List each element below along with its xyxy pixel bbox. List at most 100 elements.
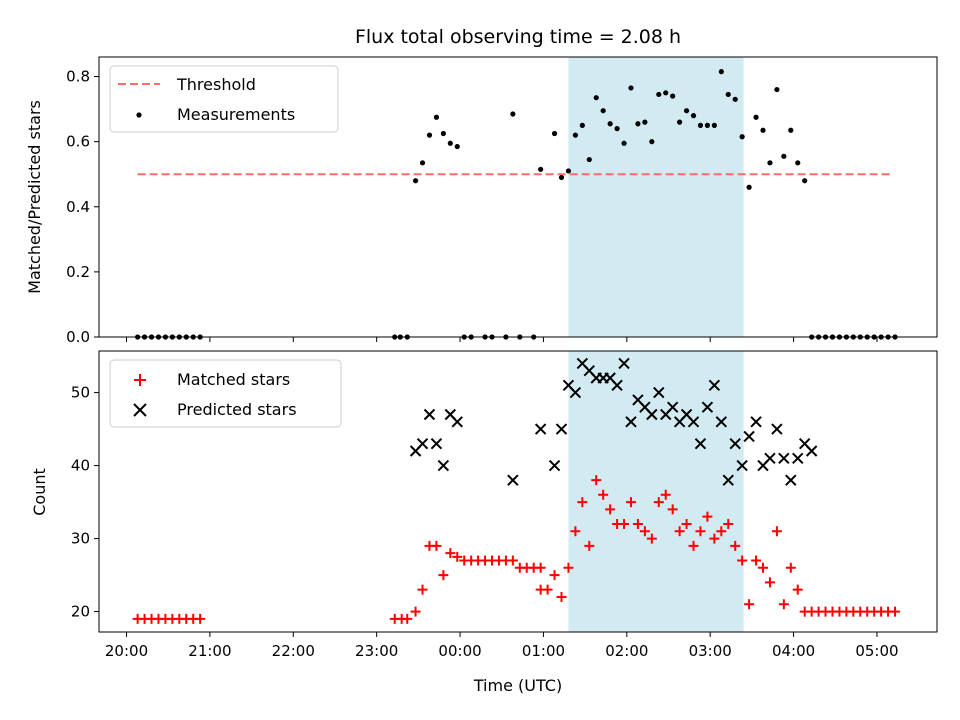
matched-star-point	[702, 511, 713, 522]
predicted-star-point	[507, 474, 519, 486]
measurement-point	[670, 93, 676, 99]
measurement-point	[538, 166, 544, 172]
predicted-star-point	[792, 452, 804, 464]
measurement-point	[663, 90, 669, 96]
matched-star-point	[445, 548, 456, 559]
predicted-star-point	[618, 357, 630, 370]
top-y-axis-label: Matched/Predicted stars	[25, 100, 44, 294]
highlight-span	[568, 351, 744, 632]
measurement-point	[579, 122, 585, 128]
x-tick-label: 00:00	[438, 642, 481, 660]
y-tick-label: 0.0	[66, 328, 90, 346]
matched-star-point	[890, 606, 901, 617]
predicted-star-point	[646, 408, 658, 421]
measurement-point	[600, 108, 606, 114]
matched-star-point	[632, 518, 643, 529]
measurement-point	[690, 113, 697, 119]
measurement-point	[440, 130, 446, 137]
predicted-star-point	[743, 430, 755, 443]
predicted-star-point	[423, 408, 436, 421]
matched-star-point	[778, 599, 789, 610]
measurement-point	[732, 96, 738, 102]
star-count-panel: 20 30 40 50 20:00 21:00 22:00 23:00 00:00 01:00 0…	[30, 350, 938, 695]
y-tick-label: 30	[71, 530, 90, 548]
y-tick-label: 40	[71, 457, 90, 475]
measurement-point	[628, 85, 634, 91]
matched-star-point	[584, 540, 595, 551]
star-count-points	[132, 357, 901, 624]
predicted-star-point	[611, 379, 623, 392]
top-legend-box	[109, 65, 339, 133]
bottom-legend: Matched stars Predicted stars	[109, 359, 342, 428]
matched-star-point	[716, 526, 727, 537]
predicted-star-point	[708, 379, 721, 392]
predicted-star-point	[625, 416, 637, 428]
matched-star-point	[639, 526, 650, 537]
matched-star-point	[792, 584, 803, 595]
measurement-point	[760, 127, 766, 133]
measurement-point	[433, 114, 440, 120]
measurement-point	[753, 114, 759, 120]
matched-star-point	[549, 570, 560, 581]
predicted-star-point	[729, 437, 741, 450]
predicted-star-point	[666, 401, 679, 413]
matched-star-point	[195, 613, 206, 624]
top-y-axis: 0.0 0.2 0.4 0.6 0.8	[66, 68, 99, 346]
measurement-point	[558, 174, 565, 181]
measurement-points	[135, 69, 898, 340]
matched-star-point	[744, 599, 755, 610]
predicted-star-point	[722, 474, 734, 486]
matched-star-point	[625, 497, 636, 508]
top-x-axis	[126, 337, 878, 342]
matched-star-point	[751, 555, 762, 566]
measurement-point	[718, 69, 724, 75]
matched-star-point	[764, 577, 775, 588]
measurement-point	[419, 160, 426, 166]
matched-star-point	[438, 570, 449, 581]
x-tick-label: 01:00	[522, 642, 565, 660]
predicted-legend-label: Predicted stars	[177, 400, 297, 419]
x-tick-label: 02:00	[605, 642, 648, 660]
measurement-point	[614, 126, 620, 132]
predicted-star-point	[437, 459, 450, 472]
predicted-star-point	[416, 437, 429, 450]
matched-legend-label: Matched stars	[177, 370, 290, 389]
predicted-star-point	[569, 386, 582, 399]
matched-star-point	[431, 540, 442, 551]
measurement-point	[725, 91, 731, 98]
predicted-star-point	[778, 452, 790, 464]
y-tick-label: 20	[71, 603, 90, 621]
matched-star-point	[417, 584, 428, 595]
predicted-star-point	[715, 416, 728, 428]
measurements-legend-label: Measurements	[177, 105, 295, 124]
flux-ratio-panel: 0.00.20.40.60.8 Matched/Predicted stars …	[25, 56, 938, 346]
measurement-point	[510, 111, 516, 117]
measurement-point	[739, 134, 745, 140]
matched-star-point	[688, 540, 699, 551]
matched-star-point	[598, 489, 609, 500]
measurement-point	[774, 86, 780, 93]
x-tick-label: 20:00	[105, 642, 148, 660]
x-tick-label: 05:00	[855, 642, 898, 660]
predicted-star-point	[534, 423, 547, 435]
y-tick-label: 50	[71, 384, 90, 402]
matched-star-point	[674, 526, 685, 537]
measurement-point	[635, 121, 641, 127]
matched-star-point	[709, 533, 720, 544]
measurement-point	[607, 121, 613, 127]
matched-star-point	[785, 562, 796, 573]
bottom-axes-frame	[98, 350, 938, 633]
measurement-point	[767, 160, 773, 166]
measurement-point	[683, 108, 690, 114]
y-tick-label: 0.4	[66, 198, 90, 216]
predicted-star-point	[805, 445, 818, 457]
measurement-point	[565, 168, 572, 174]
matched-star-point	[556, 591, 567, 602]
measurement-point	[781, 153, 787, 159]
predicted-star-point	[764, 452, 776, 464]
predicted-star-point	[451, 416, 463, 428]
observing-window-highlight	[568, 57, 744, 337]
matched-star-point	[730, 540, 741, 551]
bottom-x-axis: 20:00 21:00 22:00 23:00 00:00 01:00 02:00 03:00…	[105, 632, 899, 660]
